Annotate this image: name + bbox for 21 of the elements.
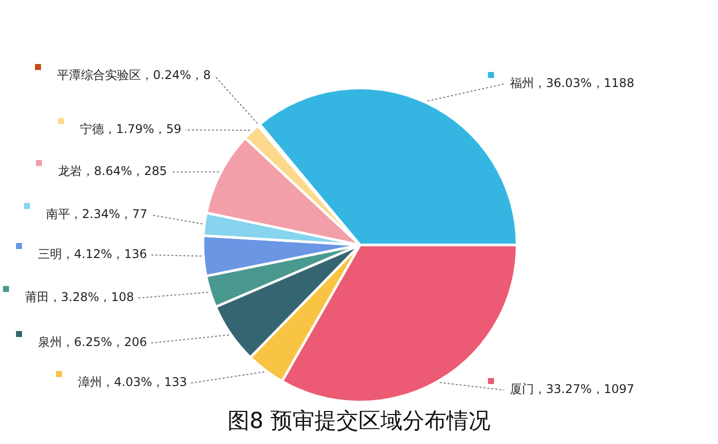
- data-label: ，6.25%，206: [62, 335, 148, 350]
- legend-label: 宁德: [80, 122, 104, 136]
- data-label: ，3.28%，108: [49, 290, 134, 304]
- data-label: ，2.34%，77: [70, 207, 148, 222]
- data-label: ，8.64%，285: [82, 164, 168, 178]
- legend-label: 龙岩: [58, 164, 82, 178]
- legend-label: 漳州: [78, 375, 102, 390]
- data-label: ，33.27%，1097: [534, 382, 634, 396]
- data-label: ，36.03%，1188: [534, 76, 634, 90]
- legend-label: 泉州: [38, 335, 62, 350]
- legend-label: 厦门: [510, 382, 534, 396]
- legend-label: 平潭综合实验区: [57, 68, 141, 82]
- data-label: ，1.79%，59: [104, 122, 182, 136]
- text: 图8 预审提交区域分布情况: [228, 409, 490, 434]
- legend-label: 福州: [510, 76, 534, 90]
- data-label: ，0.24%，8: [141, 68, 211, 82]
- data-label: ，4.12%，136: [62, 247, 148, 262]
- data-label: ，4.03%，133: [102, 375, 188, 390]
- legend-label: 三明: [38, 247, 62, 262]
- legend-label: 南平: [46, 207, 70, 222]
- legend-label: 莆田: [25, 290, 49, 304]
